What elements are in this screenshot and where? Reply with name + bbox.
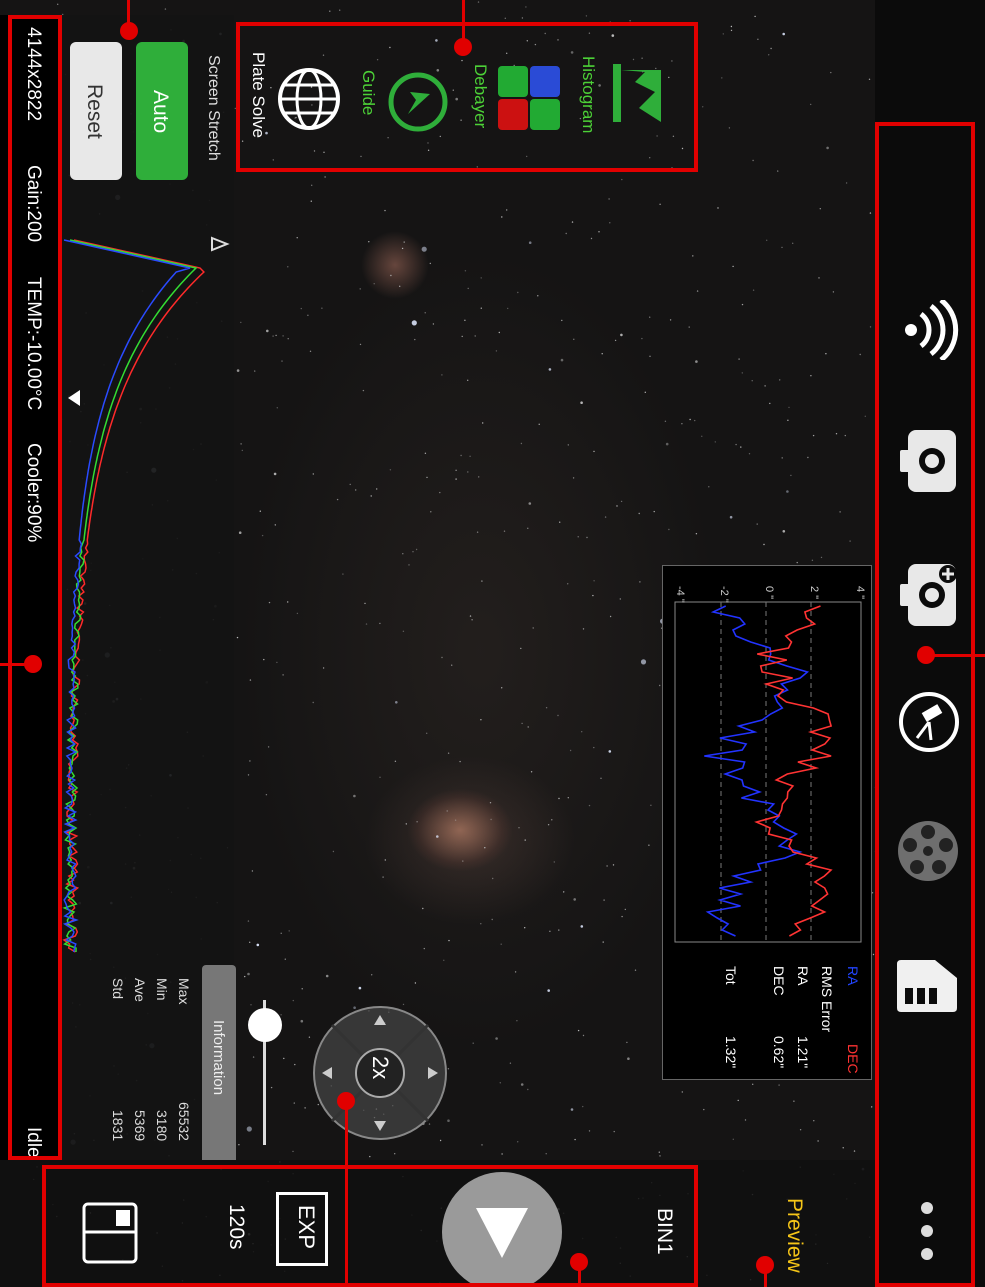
stat-max-label: Max (176, 978, 192, 1004)
globe-icon[interactable] (276, 66, 342, 132)
stat-ave-label: Ave (132, 978, 148, 1002)
annotation-line (345, 1102, 348, 1287)
auto-label: Auto (148, 90, 172, 133)
reset-label: Reset (82, 84, 106, 139)
histogram-tool-label: Histogram (578, 56, 598, 133)
add-camera-icon[interactable] (900, 562, 960, 628)
rms-dec-value: 0.62" (771, 1036, 787, 1068)
more-options-icon[interactable] (915, 1200, 939, 1262)
debayer-tool-icon[interactable] (498, 66, 560, 130)
dec-error-line (757, 606, 832, 936)
rms-dec-label: DEC (771, 966, 787, 996)
guide-axis-tick: 2 " (808, 586, 820, 599)
stat-min-label: Min (154, 978, 170, 1001)
stat-max-value: 65532 (176, 1102, 192, 1141)
stat-ave-value: 5369 (132, 1110, 148, 1141)
exposure-button[interactable]: EXP (276, 1192, 328, 1266)
rms-ra-label: RA (795, 966, 811, 985)
capture-bar: 120s EXP BIN1 Preview (0, 1160, 875, 1287)
binning-text[interactable]: BIN1 (652, 1208, 676, 1255)
filter-wheel-icon[interactable] (895, 818, 961, 884)
rms-ra-value: 1.21" (795, 1036, 811, 1068)
annotation-dot (917, 646, 935, 664)
guide-graph: 4 " 2 " 0 " -2 " -4 " (663, 566, 871, 1079)
status-strip: 4144x2822 Gain:200 TEMP:-10.00°C Cooler:… (0, 15, 62, 1160)
guide-graph-panel: 4 " 2 " 0 " -2 " -4 " RA DEC RMS Error RA 1.… (662, 565, 872, 1080)
histogram-tool-icon[interactable] (611, 62, 663, 124)
histogram-blue-curve (64, 240, 190, 952)
guide-axis-tick: -4 " (674, 586, 686, 603)
annotation-dot (337, 1092, 355, 1110)
rms-error-title: RMS Error (819, 966, 835, 1032)
annotation-dot (120, 22, 138, 40)
guide-tool-label: Guide (358, 70, 378, 115)
auto-stretch-button[interactable]: Auto (136, 42, 188, 180)
gain-text: Gain:200 (22, 165, 44, 242)
stat-min-value: 3180 (154, 1110, 170, 1141)
annotation-dot (570, 1253, 588, 1271)
brightness-slider-thumb[interactable] (248, 1008, 282, 1042)
resolution-text: 4144x2822 (22, 27, 44, 121)
right-toolbar (875, 0, 985, 1287)
ra-legend: RA (845, 966, 861, 985)
preview-mode-text[interactable]: Preview (782, 1198, 806, 1273)
storage-card-icon[interactable] (80, 1200, 140, 1266)
cooler-text: Cooler:90% (22, 443, 44, 542)
exposure-label: EXP (293, 1205, 319, 1249)
sd-card-icon[interactable] (895, 958, 959, 1014)
histogram-red-curve (64, 240, 204, 952)
annotation-dot (756, 1256, 774, 1274)
guide-tool-icon[interactable] (386, 70, 450, 134)
exposure-time-text[interactable]: 120s (224, 1204, 248, 1250)
stat-std-value: 1831 (110, 1110, 126, 1141)
ra-error-line (704, 606, 807, 936)
guide-axis-tick: -2 " (718, 586, 730, 603)
information-tab-label: Information (210, 1020, 227, 1095)
annotation-dot (454, 38, 472, 56)
histogram-plot (62, 230, 234, 960)
temperature-text: TEMP:-10.00°C (22, 277, 44, 410)
wifi-icon[interactable] (903, 300, 959, 360)
information-tab[interactable]: Information (202, 965, 236, 1160)
camera-icon[interactable] (900, 428, 958, 494)
guide-axis-tick: 4 " (854, 586, 866, 599)
annotation-dot (24, 655, 42, 673)
rms-tot-label: Tot (723, 966, 739, 985)
rms-tot-value: 1.32" (723, 1036, 739, 1068)
capture-button[interactable] (440, 1170, 564, 1287)
zoom-level-label[interactable]: 2x (367, 1056, 393, 1079)
histogram-green-curve (65, 240, 197, 952)
reset-stretch-button[interactable]: Reset (70, 42, 122, 180)
debayer-tool-label: Debayer (470, 64, 490, 128)
stat-std-label: Std (110, 978, 126, 999)
stretch-low-marker-icon[interactable] (68, 390, 80, 406)
screen-stretch-title: Screen Stretch (204, 55, 222, 161)
telescope-mount-icon[interactable] (897, 690, 961, 754)
guide-axis-tick: 0 " (763, 586, 775, 599)
dec-legend: DEC (845, 1044, 861, 1074)
stretch-high-marker-icon[interactable] (212, 238, 227, 250)
plate-solve-tool-label: Plate Solve (248, 52, 268, 138)
status-idle-text: Idle (22, 1127, 44, 1158)
